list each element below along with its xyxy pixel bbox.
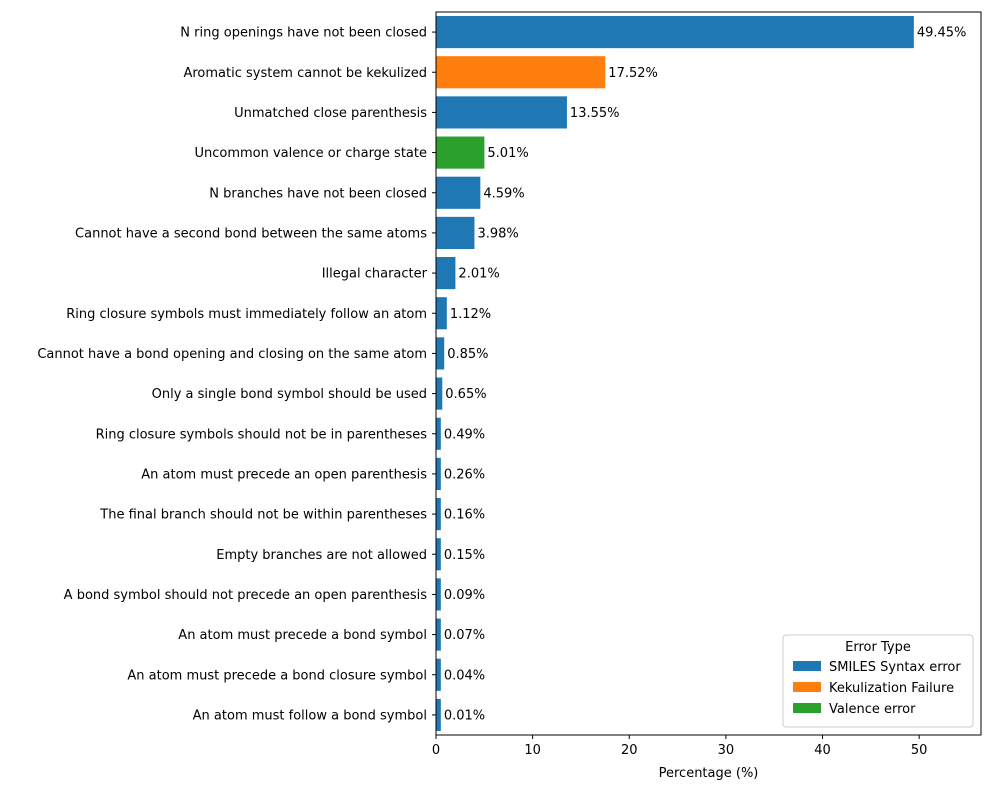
category-label: Only a single bond symbol should be used [152, 387, 427, 402]
category-label: N ring openings have not been closed [180, 26, 427, 41]
legend-box [782, 634, 974, 728]
value-label: 3.98% [477, 226, 518, 241]
bar [436, 216, 475, 249]
value-labels: 49.45% 17.52% 13.55% 5.01% 4.59% 3.98% 2.01% 1.… [444, 26, 967, 724]
bar [436, 297, 447, 330]
value-label: 0.49% [444, 427, 485, 442]
bar [436, 578, 441, 611]
bar [436, 498, 441, 531]
category-label: N branches have not been closed [209, 186, 427, 201]
category-label: Uncommon valence or charge state [194, 146, 427, 161]
plot-frame [435, 11, 982, 736]
x-axis-title: Percentage (%) [659, 766, 759, 781]
category-label: Ring closure symbols must immediately fo… [66, 307, 427, 322]
category-label: An atom must precede an open parenthesis [141, 467, 427, 482]
value-label: 13.55% [570, 106, 620, 121]
category-label: Cannot have a second bond between the sa… [75, 226, 427, 241]
bar [436, 96, 567, 129]
bar [436, 658, 441, 691]
bar [436, 176, 481, 209]
x-tick-label: 10 [524, 743, 541, 758]
legend: Error Type SMILES Syntax error Kekulizati… [782, 634, 974, 728]
value-label: 1.12% [450, 307, 491, 322]
value-label: 0.09% [444, 588, 485, 603]
value-label: 4.59% [483, 186, 524, 201]
bar [436, 377, 443, 410]
legend-swatch [793, 703, 821, 713]
value-label: 49.45% [917, 26, 967, 41]
category-label: Aromatic system cannot be kekulized [183, 66, 427, 81]
category-label: The final branch should not be within pa… [99, 508, 427, 523]
category-label: An atom must follow a bond symbol [193, 708, 427, 723]
x-tick-label: 0 [432, 743, 440, 758]
bar [436, 538, 441, 571]
value-label: 0.85% [447, 347, 488, 362]
value-label: 5.01% [487, 146, 528, 161]
x-tick-label: 30 [718, 743, 735, 758]
value-label: 0.65% [445, 387, 486, 402]
legend-label: SMILES Syntax error [829, 660, 961, 675]
value-label: 2.01% [458, 267, 499, 282]
bar [436, 618, 441, 651]
legend-entries: SMILES Syntax error Kekulization Failure V… [793, 660, 961, 717]
category-label: An atom must precede a bond symbol [178, 628, 427, 643]
value-label: 0.04% [444, 668, 485, 683]
bar [436, 337, 445, 370]
x-tick-label: 20 [621, 743, 638, 758]
bar [436, 16, 914, 49]
value-label: 17.52% [608, 66, 658, 81]
legend-title: Error Type [845, 640, 911, 655]
category-labels: N ring openings have not been closed Arom… [37, 26, 436, 723]
bars-group [436, 16, 914, 731]
bar [436, 457, 441, 490]
value-label: 0.16% [444, 508, 485, 523]
value-label: 0.26% [444, 467, 485, 482]
category-label: Ring closure symbols should not be in pa… [96, 427, 428, 442]
category-label: Unmatched close parenthesis [234, 106, 427, 121]
category-label: Illegal character [322, 267, 428, 282]
category-label: An atom must precede a bond closure symb… [127, 668, 427, 683]
x-axis: 0 10 20 30 40 50 [432, 735, 928, 758]
legend-label: Kekulization Failure [829, 681, 954, 696]
value-label: 0.07% [444, 628, 485, 643]
bar [436, 56, 606, 89]
bar [436, 257, 456, 290]
x-tick-label: 50 [911, 743, 928, 758]
legend-label: Valence error [829, 702, 916, 717]
legend-swatch [793, 661, 821, 671]
legend-swatch [793, 682, 821, 692]
bar [436, 136, 485, 169]
category-label: Empty branches are not allowed [216, 548, 427, 563]
category-label: Cannot have a bond opening and closing o… [37, 347, 427, 362]
value-label: 0.15% [444, 548, 485, 563]
x-tick-label: 40 [814, 743, 831, 758]
value-label: 0.01% [444, 708, 485, 723]
bar [436, 417, 441, 450]
category-label: A bond symbol should not precede an open… [64, 588, 428, 603]
bar [436, 698, 441, 731]
